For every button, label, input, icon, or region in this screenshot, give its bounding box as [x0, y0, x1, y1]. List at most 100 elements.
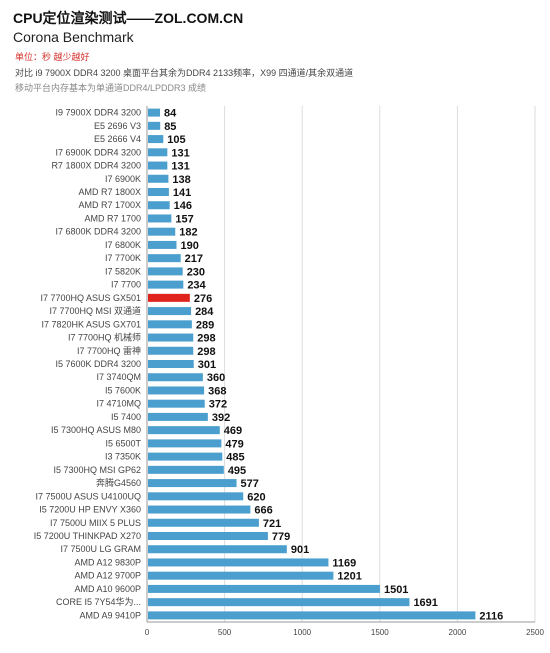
bar — [148, 479, 237, 488]
bar — [148, 227, 176, 236]
x-tick-label: 2000 — [449, 628, 467, 637]
value-label: 298 — [197, 333, 215, 345]
value-label: 368 — [208, 385, 226, 397]
category-label: CORE I5 7Y54华为... — [56, 596, 141, 607]
bar — [148, 598, 410, 607]
category-label: I7 7500U MIIX 5 PLUS — [50, 518, 141, 528]
category-label: AMD A9 9410P — [79, 610, 141, 620]
bar — [148, 346, 194, 355]
value-label: 146 — [174, 200, 192, 212]
value-label: 495 — [228, 465, 246, 477]
bar — [148, 505, 251, 514]
category-label: I7 5820K — [105, 266, 141, 276]
value-label: 138 — [172, 174, 190, 186]
bar — [148, 188, 169, 196]
value-label: 289 — [196, 319, 214, 331]
category-label: I7 7700K — [105, 253, 141, 263]
category-label: AMD A12 9700P — [74, 571, 141, 581]
bar — [148, 360, 194, 368]
value-label: 190 — [180, 240, 198, 252]
value-label: 666 — [254, 505, 272, 517]
category-label: I7 6800K DDR4 3200 — [55, 227, 141, 237]
bar — [148, 174, 169, 183]
value-label: 85 — [164, 121, 176, 133]
bar — [148, 320, 192, 329]
bar — [148, 254, 181, 263]
category-label: I5 7300HQ MSI GP62 — [53, 465, 141, 475]
value-label: 284 — [195, 306, 214, 318]
category-label: E5 2666 V4 — [94, 134, 141, 144]
bar — [148, 412, 208, 421]
bar — [148, 386, 205, 395]
category-label: AMD A10 9600P — [74, 584, 141, 594]
x-tick-label: 0 — [145, 628, 150, 637]
value-label: 131 — [171, 161, 189, 173]
category-label: AMD R7 1700X — [78, 200, 141, 210]
bar — [148, 532, 268, 540]
bar — [148, 240, 177, 249]
value-label: 479 — [225, 438, 243, 450]
bar — [148, 280, 184, 289]
category-label: I7 7700HQ ASUS GX501 — [40, 293, 141, 303]
bar — [148, 399, 205, 408]
category-label: AMD R7 1700 — [84, 213, 141, 223]
category-label: I5 7600K — [105, 385, 141, 395]
category-label: I9 7900X DDR4 3200 — [55, 108, 141, 118]
bar — [148, 465, 224, 474]
value-label: 1691 — [413, 597, 437, 609]
bar — [148, 373, 203, 382]
value-label: 1169 — [332, 557, 356, 569]
bar — [148, 611, 476, 620]
category-label: I5 7300HQ ASUS M80 — [51, 425, 141, 435]
bar — [148, 518, 259, 527]
x-tick-label: 2500 — [526, 628, 544, 637]
bar — [148, 584, 380, 593]
bar — [148, 267, 183, 276]
category-label: I5 7600K DDR4 3200 — [55, 359, 141, 369]
bar — [148, 201, 170, 210]
value-label: 372 — [209, 399, 227, 411]
value-label: 2116 — [479, 610, 503, 622]
x-tick-label: 1500 — [371, 628, 389, 637]
category-label: I7 7500U ASUS U4100UQ — [35, 491, 141, 501]
category-label: I7 6900K DDR4 3200 — [55, 147, 141, 157]
value-label: 230 — [187, 266, 205, 278]
category-label: I7 3740QM — [96, 372, 141, 382]
comparison-note: 对比 i9 7900X DDR4 3200 桌面平台其余为DDR4 2133频率… — [15, 68, 354, 78]
bar — [148, 426, 220, 435]
category-label: I7 7700HQ 雷神 — [77, 345, 141, 356]
bar — [148, 545, 287, 554]
category-label: I7 7700HQ 机械师 — [68, 332, 141, 343]
value-label: 276 — [194, 293, 212, 305]
category-label: R7 1800X DDR4 3200 — [51, 161, 141, 171]
bar — [148, 492, 244, 501]
value-label: 301 — [198, 359, 216, 371]
category-label: AMD A12 9830P — [74, 557, 141, 567]
unit-note: 单位：秒 越少越好 — [15, 52, 90, 62]
value-label: 360 — [207, 372, 225, 384]
category-label: I5 7200U HP ENVY X360 — [39, 505, 141, 515]
value-label: 105 — [167, 134, 185, 146]
value-label: 131 — [171, 147, 189, 159]
x-tick-label: 1000 — [293, 628, 311, 637]
bar — [148, 161, 168, 170]
bar — [148, 214, 172, 223]
category-label: AMD R7 1800X — [78, 187, 141, 197]
category-label: I5 7400 — [111, 412, 141, 422]
value-label: 217 — [185, 253, 203, 265]
value-label: 779 — [272, 531, 290, 543]
value-label: 901 — [291, 544, 309, 556]
category-label: 奔腾G4560 — [96, 477, 141, 488]
value-label: 485 — [226, 452, 244, 464]
value-label: 298 — [197, 346, 215, 358]
category-label: I7 6900K — [105, 174, 141, 184]
category-label: I7 7700 — [111, 280, 141, 290]
bar — [148, 439, 222, 448]
bar — [148, 108, 161, 117]
bar — [148, 293, 190, 302]
value-label: 234 — [187, 280, 206, 292]
chart-title: CPU定位渲染测试——ZOL.COM.CN — [13, 10, 244, 26]
value-label: 577 — [241, 478, 259, 490]
value-label: 1201 — [337, 571, 361, 583]
bar — [148, 307, 192, 316]
